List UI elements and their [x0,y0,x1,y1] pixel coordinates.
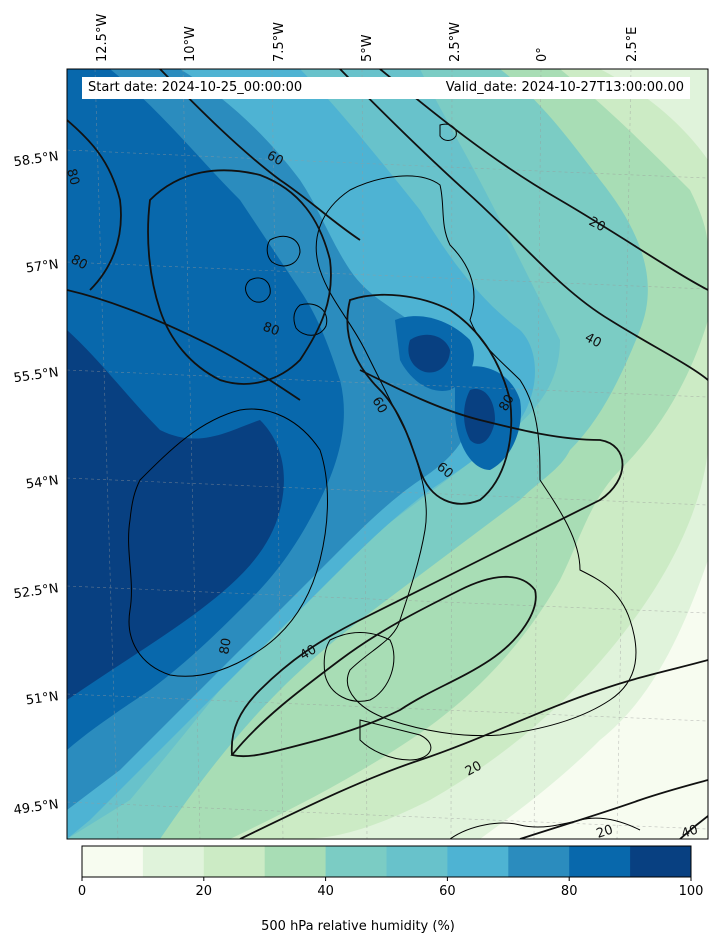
contour-label: 80 [496,392,517,414]
colorbar-bin [630,846,692,877]
colorbar-bin [569,846,631,877]
graticule [67,69,708,839]
lon-label: 10°W [183,26,198,62]
colorbar-tick-label: 20 [196,884,213,899]
lon-label: 5°W [360,34,375,62]
contour-lines [67,69,708,839]
lat-label: 57°N [25,257,60,276]
colorbar-label: 500 hPa relative humidity (%) [261,919,455,934]
contour-label: 80 [261,320,282,340]
colorbar-tick-label: 80 [561,884,578,899]
contour-label: 60 [369,395,390,417]
lat-label: 51°N [25,689,60,708]
colorbar-bin [264,846,327,877]
lon-label: 12.5°W [95,14,110,62]
colorbar-bin [82,846,144,877]
lat-label: 54°N [25,473,60,492]
contour-label: 80 [63,167,82,187]
colorbar-bin [325,846,387,877]
contour-label: 20 [586,214,608,235]
contour-label: 80 [68,252,90,273]
lat-label: 55.5°N [13,365,60,386]
date-banner: Start date: 2024-10-25_00:00:00 Valid_da… [82,77,690,99]
contour-label: 20 [595,822,615,841]
colorbar-tick-label: 60 [439,884,456,899]
contour-label: 20 [463,759,485,780]
colorbar-tick-label: 40 [317,884,334,899]
colorbar-tick-label: 100 [679,884,704,899]
colorbar: 0 20 40 60 80 100 [78,845,704,899]
lat-label: 58.5°N [13,149,60,170]
lat-label: 52.5°N [13,581,60,602]
colorbar-frame [81,845,692,878]
contour-label: 60 [264,148,286,169]
colorbar-bin [203,846,266,877]
longitude-labels: 12.5°W 10°W 7.5°W 5°W 2.5°W 0° 2.5°E [95,14,640,62]
lat-label: 49.5°N [13,797,60,818]
latitude-labels: 58.5°N 57°N 55.5°N 54°N 52.5°N 51°N 49.5… [13,149,60,818]
contour-label: 80 [217,637,235,656]
valid-date: Valid_date: 2024-10-27T13:00:00.00 [445,80,684,95]
lon-label: 2.5°W [448,22,463,62]
colorbar-tick-label: 0 [78,884,86,899]
colorbar-bin [508,846,570,877]
colorbar-bin [386,846,448,877]
colorbar-bin [142,846,205,877]
lon-label: 2.5°E [625,27,640,62]
humidity-field [67,69,708,839]
contour-label: 40 [680,822,700,841]
contour-label: 40 [582,330,604,351]
contour-labels: 60 20 40 80 80 80 60 80 60 40 20 20 40 8… [63,148,700,842]
lon-label: 0° [535,47,550,62]
map-frame [66,68,709,840]
colorbar-bin [447,846,509,877]
colorbar-bins [82,846,692,877]
colorbar-ticks: 0 20 40 60 80 100 [78,877,704,899]
contour-label: 40 [298,642,320,663]
lon-label: 7.5°W [272,22,287,62]
start-date: Start date: 2024-10-25_00:00:00 [88,80,303,95]
